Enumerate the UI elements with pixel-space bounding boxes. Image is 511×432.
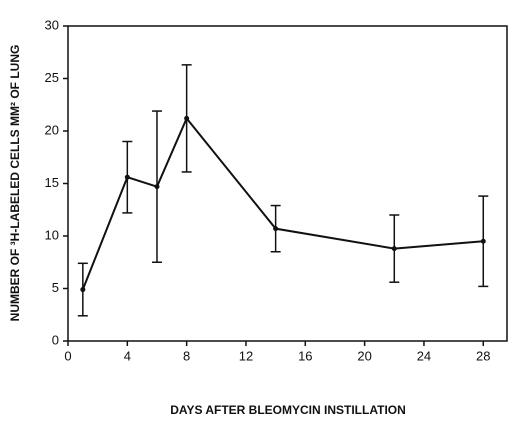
data-point	[480, 238, 486, 244]
x-tick-label: 16	[298, 348, 312, 363]
data-point	[80, 287, 86, 293]
y-tick-label: 25	[45, 70, 59, 85]
x-tick-label: 28	[476, 348, 490, 363]
x-tick-label: 4	[124, 348, 131, 363]
data-point	[273, 226, 279, 232]
data-point	[124, 174, 130, 180]
y-tick-label: 5	[52, 280, 59, 295]
x-tick-label: 12	[239, 348, 253, 363]
y-tick-label: 20	[45, 122, 59, 137]
x-tick-label: 8	[183, 348, 190, 363]
data-point	[154, 184, 160, 190]
y-tick-label: 30	[45, 17, 59, 32]
plot-frame	[67, 25, 508, 342]
x-tick-label: 0	[64, 348, 71, 363]
y-axis-label: NUMBER OF ³H-LABELED CELLS MM² OF LUNG	[8, 45, 22, 322]
y-tick-label: 0	[52, 332, 59, 347]
x-tick-label: 24	[417, 348, 431, 363]
x-axis-label: DAYS AFTER BLEOMYCIN INSTILLATION	[170, 403, 406, 417]
x-tick-label: 20	[357, 348, 371, 363]
data-point	[184, 115, 190, 121]
y-tick-label: 10	[45, 227, 59, 242]
y-tick-label: 15	[45, 175, 59, 190]
data-line	[81, 116, 484, 290]
data-point	[391, 246, 397, 252]
